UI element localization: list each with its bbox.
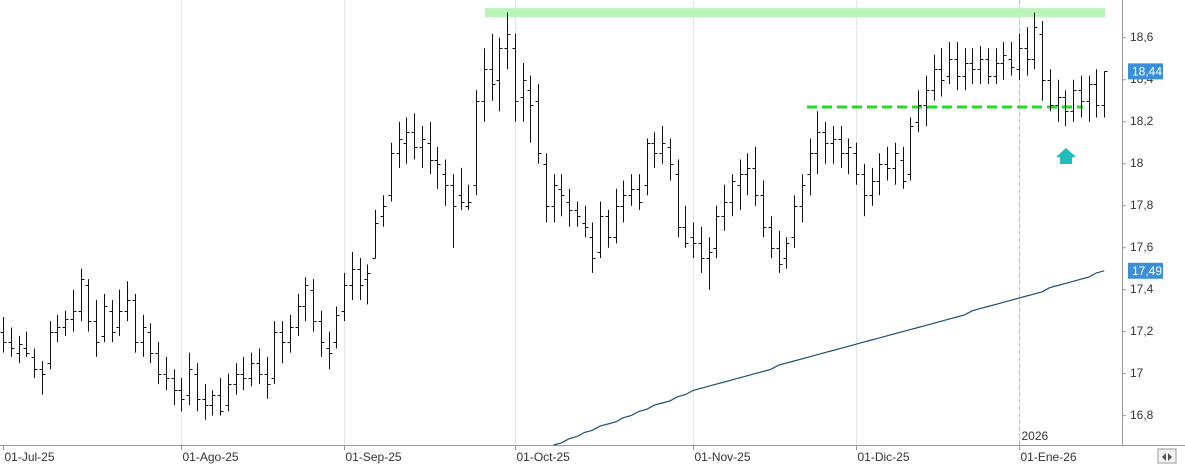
x-tick-label: 01-Ene-26 bbox=[1021, 450, 1077, 464]
x-tick-label: 01-Nov-25 bbox=[695, 450, 751, 464]
x-tick-label: 01-Oct-25 bbox=[517, 450, 571, 464]
y-tick-label: 18 bbox=[1130, 156, 1144, 170]
up-arrow bbox=[1056, 148, 1076, 164]
moving-average bbox=[553, 270, 1105, 446]
value-label: 17,49 bbox=[1132, 264, 1162, 278]
scroll-button[interactable] bbox=[1157, 448, 1177, 464]
x-tick-label: 01-Jul-25 bbox=[5, 450, 55, 464]
y-tick-label: 17,8 bbox=[1130, 198, 1154, 212]
scroll-icon bbox=[1162, 453, 1172, 461]
plot bbox=[0, 0, 1108, 446]
y-tick-label: 17,6 bbox=[1130, 240, 1154, 254]
value-label-box bbox=[1128, 262, 1163, 279]
x-tick-label: 01-Dic-25 bbox=[858, 450, 910, 464]
y-tick-label: 18,6 bbox=[1130, 30, 1154, 44]
year-label: 2026 bbox=[1022, 429, 1049, 443]
y-tick-label: 17 bbox=[1130, 366, 1144, 380]
y-tick-label: 16,8 bbox=[1130, 408, 1154, 422]
close-label: 18,44 bbox=[1132, 65, 1162, 79]
close-label-box bbox=[1128, 63, 1163, 80]
y-tick-label: 17,2 bbox=[1130, 324, 1154, 338]
y-tick-label: 18,2 bbox=[1130, 114, 1154, 128]
x-tick-label: 01-Ago-25 bbox=[183, 450, 239, 464]
y-tick-label: 17,4 bbox=[1130, 282, 1154, 296]
x-tick-label: 01-Sep-25 bbox=[346, 450, 402, 464]
